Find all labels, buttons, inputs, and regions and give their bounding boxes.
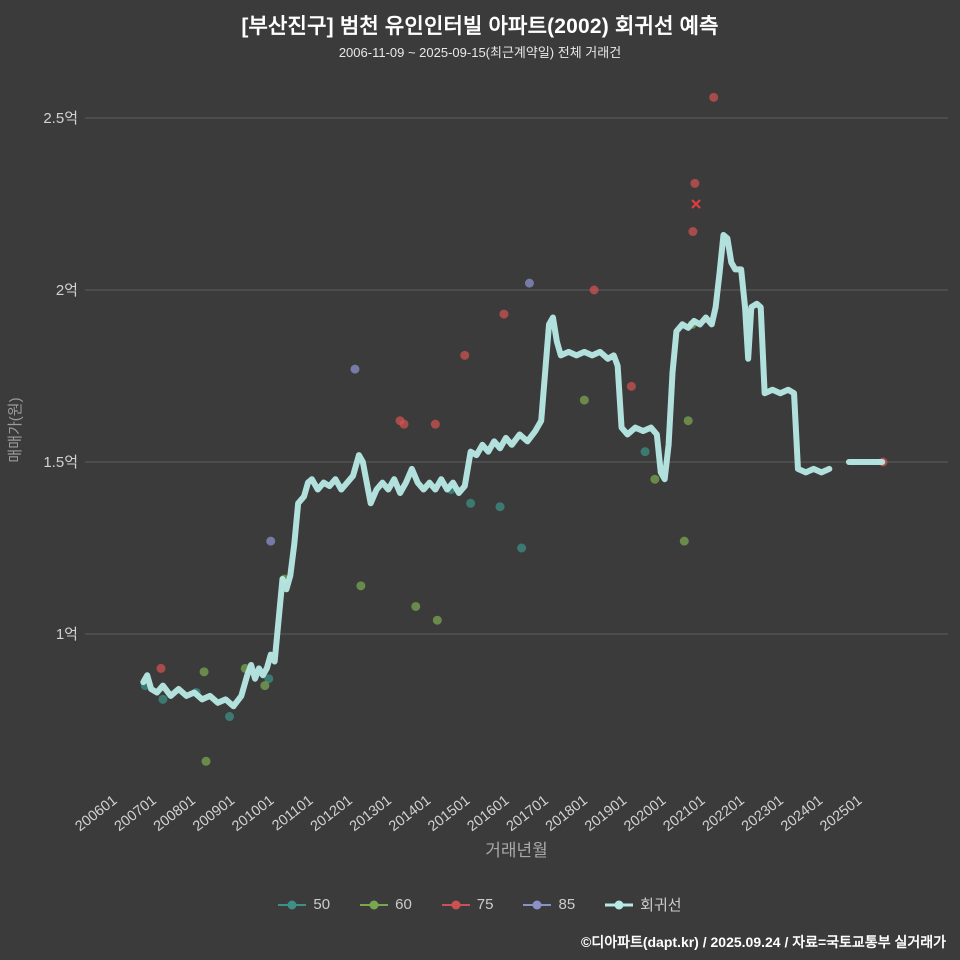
credit-line: ©디아파트(dapt.kr) / 2025.09.24 / 자료=국토교통부 실… [581,934,946,950]
x-tick-label: 201601 [464,793,512,835]
scatter-series-85 [266,278,534,546]
x-tick-label: 201801 [543,793,591,835]
data-point [626,381,636,391]
price-chart-canvas: 1억 1.5억 2억 2.5억 2006012007012008012009012010… [7,92,948,860]
x-tick-label: 202201 [700,793,748,835]
scatter-series-75 [156,92,888,673]
data-point [524,278,534,288]
x-tick-label: 200701 [112,793,160,835]
x-tick-label: 201901 [582,793,630,835]
data-point [432,615,442,625]
data-point [709,92,719,102]
legend-label: 60 [395,896,412,913]
data-point [579,395,589,405]
data-point [356,581,366,591]
x-tick-label: 202001 [621,793,669,835]
x-tick-label: 201501 [425,793,473,835]
chart-title: [부산진구] 범천 유인인터빌 아파트(2002) 회귀선 예측 [241,15,719,38]
data-point [499,309,509,319]
legend-marker-icon [360,900,389,909]
data-point [517,543,527,553]
y-tick-label: 2억 [56,282,78,299]
legend-label: 50 [313,896,331,913]
data-point [158,694,168,704]
x-tick-label: 202401 [778,793,826,835]
data-point [495,502,505,512]
chart-subtitle: 2006-11-09 ~ 2025-09-15(최근계약일) 전체 거래건 [338,45,622,60]
legend-marker-icon [523,900,552,909]
legend-marker-icon [278,900,307,909]
x-tick-label: 201401 [386,793,434,835]
chart-legend: 50 60 75 85 회귀선 [0,894,960,915]
y-axis-tick-labels: 1억 1.5억 2억 2.5억 [43,110,78,643]
regression-line [140,231,886,710]
x-tick-label: 201201 [308,793,356,835]
legend-marker-icon [605,900,634,909]
x-axis-tick-labels: 2006012007012008012009012010012011012012… [72,793,865,835]
data-point [690,178,700,188]
data-point [201,756,211,766]
legend-item-60: 60 [360,896,412,913]
data-point [199,667,209,677]
x-tick-label: 201101 [269,793,316,835]
data-point [399,419,409,429]
x-tick-label: 200901 [190,793,238,835]
data-point [350,364,360,374]
x-tick-label: 200801 [151,793,199,835]
x-marker [691,199,701,209]
legend-marker-icon [441,900,470,909]
gridlines [85,117,948,635]
x-axis-title: 거래년월 [485,841,548,860]
legend-item-75: 75 [441,896,494,913]
data-point [225,712,235,722]
x-tick-label: 201001 [229,793,277,835]
x-tick-label: 201301 [347,793,395,835]
x-tick-label: 202301 [739,793,787,835]
y-tick-label: 2.5억 [43,110,78,127]
legend-item-85: 85 [523,896,575,913]
data-point [589,285,599,295]
x-tick-label: 201701 [504,793,552,835]
y-tick-label: 1.5억 [43,454,78,471]
legend-label: 회귀선 [640,897,682,914]
y-tick-label: 1억 [56,626,78,643]
data-point [640,447,650,457]
data-point [466,498,476,508]
legend-label: 75 [476,896,494,913]
data-point [156,663,166,673]
data-point [688,227,698,237]
y-axis-title: 매매가(원) [7,397,24,462]
data-point [411,601,421,611]
legend-item-회귀선: 회귀선 [605,894,682,915]
data-point [430,419,440,429]
data-point [266,536,276,546]
legend-item-50: 50 [278,896,330,913]
data-point [260,681,270,691]
x-tick-label: 200601 [72,793,120,835]
data-point [460,350,470,360]
data-point [650,474,660,484]
data-point [683,416,693,426]
legend-label: 85 [558,896,576,913]
data-point [679,536,689,546]
data-point [264,674,274,684]
x-tick-label: 202101 [660,793,708,835]
x-tick-label: 202501 [817,793,865,835]
